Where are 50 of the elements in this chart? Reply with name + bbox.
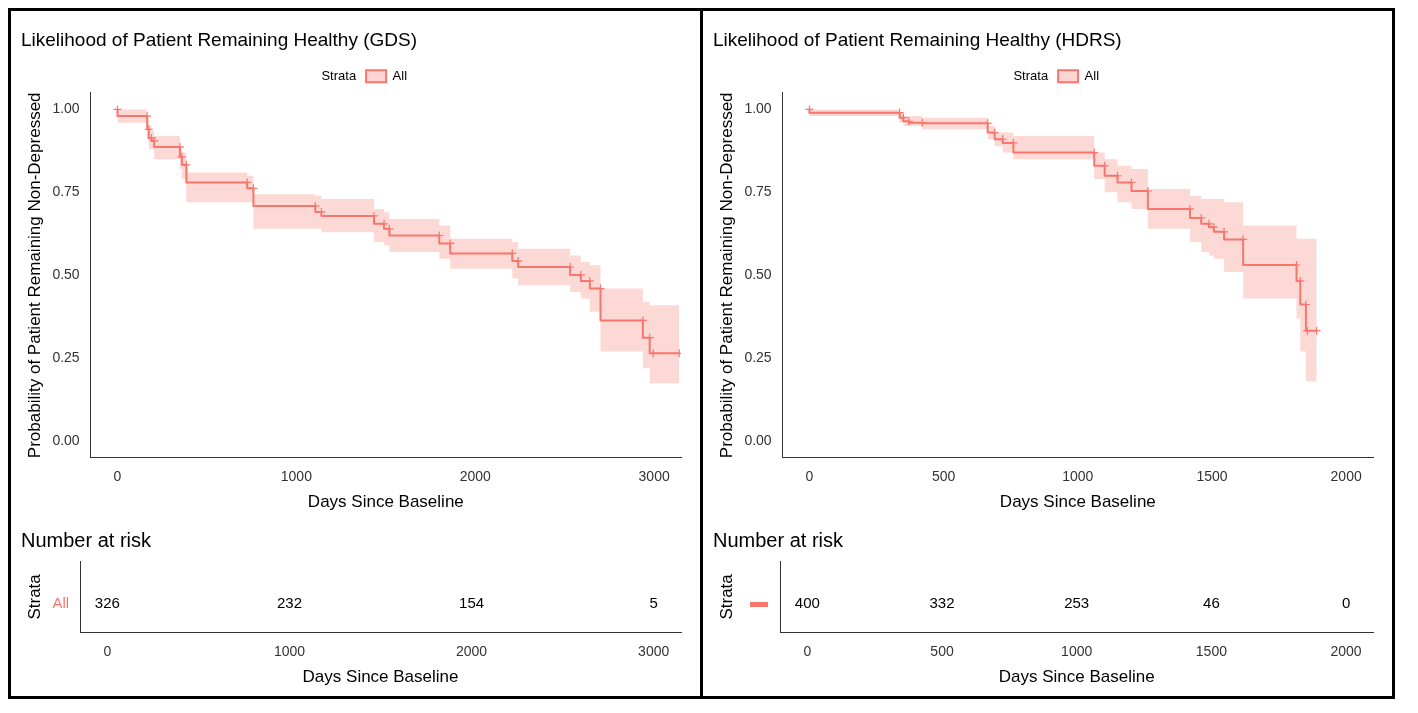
- data-label: 5: [649, 594, 658, 612]
- chart-title: Number at risk: [713, 528, 845, 551]
- y-axis-title: Probability of Patient Remaining Non-Depressed: [24, 92, 44, 459]
- x-tick-label: 3000: [638, 468, 670, 485]
- legend-title: Strata: [321, 67, 357, 83]
- y-axis-title: Probability of Patient Remaining Non-Depressed: [716, 92, 736, 459]
- x-tick-label: 1500: [1196, 468, 1228, 485]
- x-tick-label: 1000: [273, 643, 306, 660]
- y-tick-label: 0.75: [744, 183, 772, 200]
- x-tick-label: 2000: [1330, 643, 1362, 660]
- x-tick-label: 0: [805, 468, 814, 485]
- data-label: 326: [94, 594, 120, 612]
- x-tick-label: 0: [113, 468, 122, 485]
- y-tick-label: 0.75: [52, 183, 80, 200]
- data-label: 46: [1203, 594, 1220, 612]
- y-tick-label: 0.25: [52, 349, 80, 366]
- y-tick-label: 0.25: [744, 349, 772, 366]
- y-tick-label: 0.50: [744, 266, 772, 283]
- y-tick-label: 1.00: [52, 100, 80, 117]
- y-tick-label: All: [52, 594, 70, 612]
- x-axis-title: Days Since Baseline: [998, 667, 1155, 687]
- data-label: 0: [1341, 594, 1351, 612]
- x-tick-label: 500: [931, 468, 956, 485]
- y-tick-label: 0.00: [52, 432, 80, 449]
- data-label: 232: [276, 594, 302, 612]
- x-tick-label: 0: [803, 643, 812, 660]
- y-tick-label: 0.50: [52, 266, 80, 283]
- y-tick-label: 0.00: [744, 432, 772, 449]
- x-tick-label: 500: [930, 643, 954, 660]
- x-tick-label: 2000: [459, 468, 492, 485]
- y-axis-title: Strata: [716, 573, 736, 620]
- x-tick-label: 0: [103, 643, 112, 660]
- y-tick-label: 1.00: [744, 100, 772, 117]
- x-axis-title: Days Since Baseline: [302, 667, 459, 687]
- data-label: 332: [929, 594, 955, 612]
- chart-title: Likelihood of Patient Remaining Healthy (GDS): [21, 28, 418, 50]
- x-tick-label: 2000: [456, 643, 488, 660]
- x-tick-label: 2000: [1330, 468, 1362, 485]
- chart-title: Likelihood of Patient Remaining Healthy (HDRS): [713, 28, 1122, 50]
- x-tick-label: 1500: [1195, 643, 1228, 660]
- chart-title: Number at risk: [21, 528, 153, 551]
- y-axis-title: Strata: [24, 573, 44, 620]
- x-tick-label: 1000: [280, 468, 313, 485]
- data-label: 400: [794, 594, 820, 612]
- x-tick-label: 3000: [638, 643, 670, 660]
- x-tick-label: 1000: [1061, 643, 1093, 660]
- legend-title: Strata: [1013, 67, 1049, 83]
- x-tick-label: 1000: [1062, 468, 1094, 485]
- data-label: 154: [459, 594, 485, 612]
- data-label: 253: [1064, 594, 1090, 612]
